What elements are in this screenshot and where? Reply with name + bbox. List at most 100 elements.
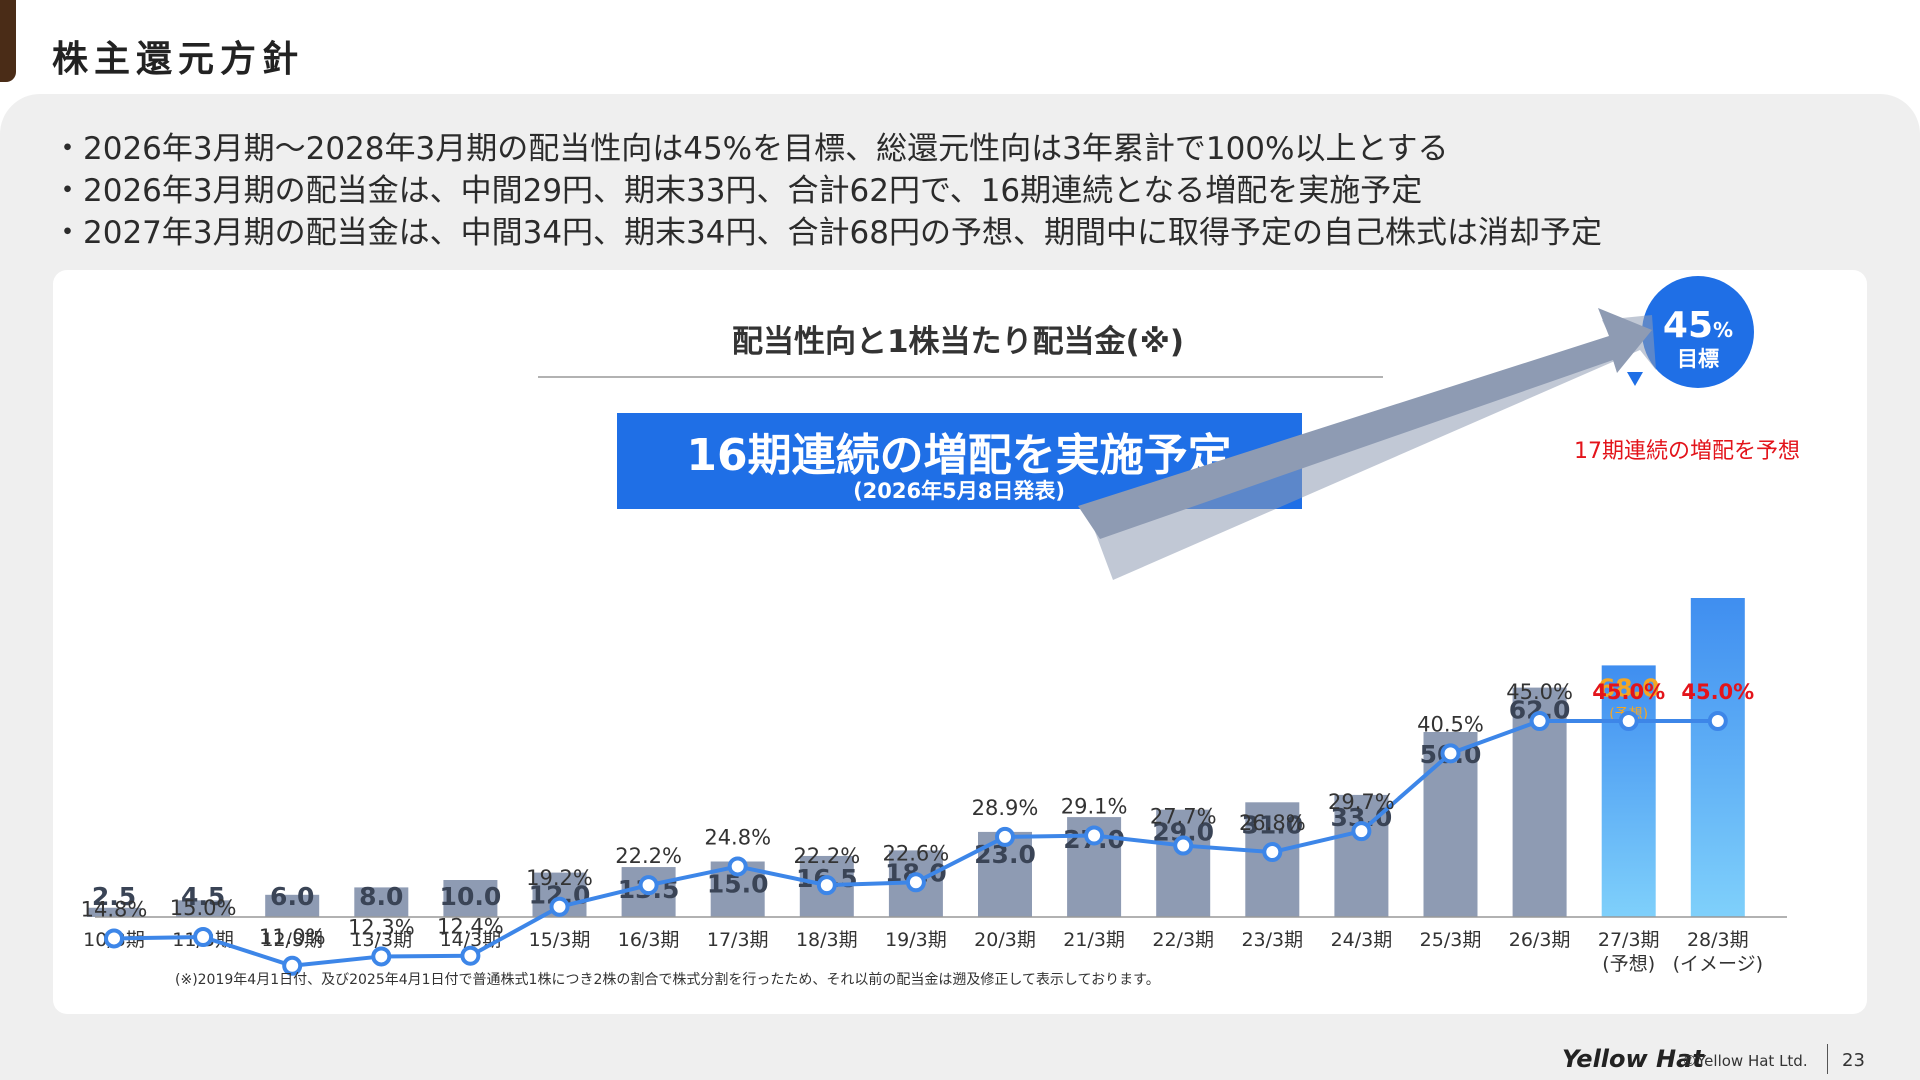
payout-ratio-point <box>727 856 748 877</box>
bars-layer: 2.54.56.08.010.012.013.515.016.518.023.0… <box>87 598 1745 917</box>
payout-ratio-label: 12.3% <box>348 915 415 939</box>
bullet-fy2026-dividend: ・2026年3月期の配当金は、中間29円、期末33円、合計62円で、16期連続と… <box>52 173 1423 209</box>
x-tick-label: 21/3期 <box>1063 929 1125 951</box>
chart-title: 配当性向と1株当たり配当金(※) <box>732 324 1184 360</box>
payout-ratio-point <box>193 927 214 947</box>
dividend-chart: 配当性向と1株当たり配当金(※) 16期連続の増配を実施予定 (2026年5月8… <box>81 276 1800 988</box>
payout-ratio-label: 12.4% <box>437 915 504 939</box>
payout-ratio-label: 26.8% <box>1239 811 1306 835</box>
page-title: 株主還元方針 <box>52 39 305 80</box>
target-badge-pointer <box>1627 372 1643 386</box>
page-number: 23 <box>1842 1050 1865 1071</box>
x-tick-label: 27/3期 <box>1598 929 1660 951</box>
dividend-bar-label: 68.0 <box>1598 673 1660 702</box>
target-badge-circle <box>1642 276 1754 388</box>
payout-ratio-label: 45.0% <box>1681 680 1754 704</box>
bullet-payout-target: ・2026年3月期〜2028年3月期の配当性向は45%を目標、総還元性向は3年累… <box>52 131 1449 167</box>
dividend-bar-label: 8.0 <box>359 882 403 911</box>
banner-sub-text: (2026年5月8日発表) <box>853 479 1065 503</box>
payout-ratio-label: 15.0% <box>170 896 237 920</box>
dividend-bar <box>1601 665 1656 917</box>
increase-banner: 16期連続の増配を実施予定 (2026年5月8日発表) <box>617 413 1302 509</box>
x-tick-label: 17/3期 <box>707 929 769 951</box>
x-tick-label: 22/3期 <box>1152 929 1214 951</box>
payout-ratio-point <box>1440 743 1461 764</box>
x-tick-sublabel: (イメージ) <box>1673 953 1763 975</box>
x-tick-sublabel: (予想) <box>1602 953 1655 975</box>
target-value: 45 <box>1663 305 1713 346</box>
payout-ratio-label: 22.2% <box>793 844 860 868</box>
payout-ratio-point <box>638 875 659 896</box>
x-tick-label: 25/3期 <box>1420 929 1482 951</box>
payout-ratio-point <box>460 945 481 966</box>
banner-main-text: 16期連続の増配を実施予定 <box>686 430 1231 481</box>
payout-ratio-point <box>549 896 570 917</box>
dividend-bar <box>265 894 320 917</box>
dividend-bar-label: 2.5 <box>92 882 136 911</box>
payout-ratio-label: 22.2% <box>615 844 682 868</box>
payout-ratio-label: 19.2% <box>526 866 593 890</box>
x-tick-label: 18/3期 <box>796 929 858 951</box>
payout-ratio-point <box>1707 711 1728 731</box>
target-unit: % <box>1713 318 1733 342</box>
x-tick-label: 15/3期 <box>529 929 591 951</box>
payout-ratio-label: 27.7% <box>1150 805 1217 829</box>
payout-line-layer: 14.8% 15.0% 11.0% 12.3% 12.4% 19.2% 22.2% 24.8%… <box>81 680 1754 976</box>
x-tick-label: 20/3期 <box>974 929 1036 951</box>
copyright: ©Yellow Hat Ltd. <box>1682 1052 1808 1070</box>
payout-ratio-point <box>1529 711 1550 731</box>
payout-ratio-label: 24.8% <box>704 825 771 849</box>
payout-ratio-label: 45.0% <box>1506 680 1573 704</box>
x-tick-label: 13/3期 <box>350 929 412 951</box>
chart-card: 配当性向と1株当たり配当金(※) 16期連続の増配を実施予定 (2026年5月8… <box>53 270 1867 1014</box>
x-tick-label: 12/3期 <box>261 929 323 951</box>
chart-footnote: (※)2019年4月1日付、及び2025年4月1日付で普通株式1株につき2株の割… <box>175 971 1160 988</box>
brand-logo: Yellow Hat <box>1562 1045 1704 1073</box>
dividend-bar <box>176 900 231 917</box>
payout-ratio-point <box>104 928 124 949</box>
header-accent <box>0 0 16 82</box>
payout-ratio-point <box>1084 825 1105 846</box>
dividend-bar-label: 6.0 <box>270 882 314 911</box>
footer-divider <box>1827 1044 1828 1074</box>
payout-ratio-point <box>816 875 837 896</box>
payout-ratio-label: 29.7% <box>1328 790 1395 814</box>
target-badge-value: 45% <box>1663 305 1733 346</box>
payout-ratio-point <box>1618 711 1639 731</box>
dividend-bar-label: 31.0 <box>1241 810 1303 839</box>
payout-ratio-label: 40.5% <box>1417 712 1484 736</box>
x-tick-label: 28/3期 <box>1687 929 1749 951</box>
dividend-bar-label: 10.0 <box>440 882 502 911</box>
x-axis-labels: 10/3期11/3期12/3期13/3期14/3期15/3期16/3期17/3期… <box>83 929 1763 975</box>
trend-arrow-body <box>1078 308 1652 539</box>
payout-ratio-point <box>995 826 1015 847</box>
x-tick-label: 16/3期 <box>618 929 680 951</box>
bullet-fy2027-dividend: ・2027年3月期の配当金は、中間34円、期末34円、合計68円の予想、期間中に… <box>52 215 1602 251</box>
dividend-bar <box>1156 809 1211 917</box>
x-tick-label: 19/3期 <box>885 929 947 951</box>
payout-ratio-label: 14.8% <box>81 897 148 921</box>
payout-ratio-point <box>905 872 926 893</box>
payout-ratio-label: 45.0% <box>1592 680 1665 704</box>
policy-bullets: ・2026年3月期〜2028年3月期の配当性向は45%を目標、総還元性向は3年累… <box>52 128 1602 254</box>
payout-ratio-point <box>1173 835 1194 856</box>
payout-ratio-point <box>371 946 392 967</box>
payout-ratio-label: 11.0% <box>259 925 326 949</box>
target-badge-label: 目標 <box>1677 347 1719 371</box>
x-tick-label: 24/3期 <box>1331 929 1393 951</box>
x-tick-label: 23/3期 <box>1241 929 1303 951</box>
dividend-bar <box>443 880 498 917</box>
payout-ratio-label: 22.6% <box>883 841 950 865</box>
dividend-bar <box>354 887 409 917</box>
payout-ratio-point <box>282 955 303 976</box>
dividend-bar-label: 4.5 <box>181 882 225 911</box>
dividend-bar <box>87 907 141 917</box>
payout-ratio-point <box>1351 821 1372 842</box>
target-badge: 45% 目標 <box>1627 276 1754 388</box>
payout-ratio-label: 28.9% <box>972 796 1039 820</box>
forecast-note: 17期連続の増配を予想 <box>1574 439 1800 464</box>
payout-ratio-label: 29.1% <box>1061 794 1128 818</box>
x-tick-label: 26/3期 <box>1509 929 1571 951</box>
payout-ratio-point <box>1262 842 1283 863</box>
dividend-bar <box>1690 598 1745 917</box>
